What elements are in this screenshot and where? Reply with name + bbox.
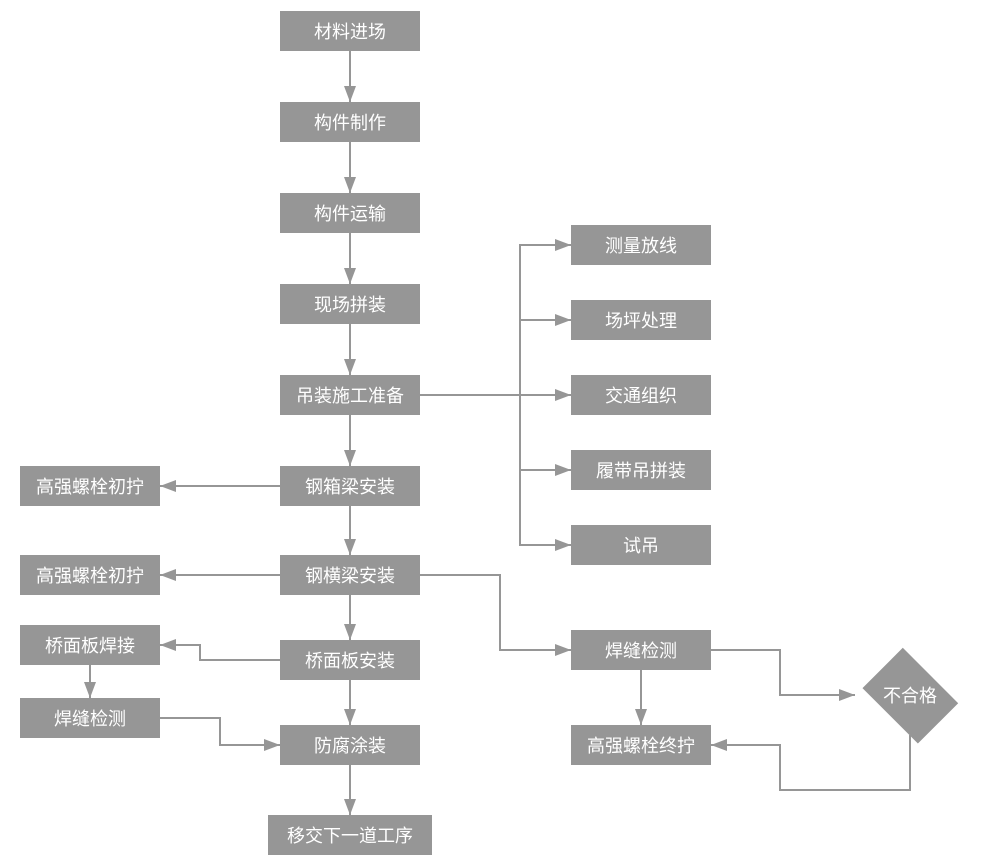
edge-n7-r1 [420,575,571,650]
edge-n5-s2 [420,320,571,395]
flow-node-s5: 试吊 [571,525,711,565]
flow-node-s3: 交通组织 [571,375,711,415]
flow-node-l3: 桥面板焊接 [20,625,160,665]
node-label: 防腐涂装 [314,732,386,758]
flow-node-n6: 钢箱梁安装 [280,466,420,506]
node-label: 现场拼装 [314,291,386,317]
node-label: 场坪处理 [605,307,677,333]
node-label: 桥面板安装 [305,647,395,673]
diamond-label: 不合格 [883,682,937,708]
edge-n5-s4 [420,395,571,470]
flow-node-r2: 高强螺栓终拧 [571,725,711,765]
node-label: 高强螺栓终拧 [587,732,695,758]
flow-node-n3: 构件运输 [280,193,420,233]
flow-node-n9: 防腐涂装 [280,725,420,765]
flow-node-n8: 桥面板安装 [280,640,420,680]
edge-n5-s5 [420,395,571,545]
edge-l4-n9 [160,718,280,745]
flow-node-d1: 不合格 [855,655,965,735]
node-label: 构件制作 [314,109,386,135]
flow-node-r1: 焊缝检测 [571,630,711,670]
flow-node-n10: 移交下一道工序 [268,815,432,855]
flow-node-n5: 吊装施工准备 [280,375,420,415]
flow-node-s1: 测量放线 [571,225,711,265]
node-label: 高强螺栓初拧 [36,562,144,588]
node-label: 材料进场 [314,18,386,44]
edge-n8-l3 [160,645,280,660]
flow-node-s4: 履带吊拼装 [571,450,711,490]
node-label: 构件运输 [314,200,386,226]
node-label: 履带吊拼装 [596,457,686,483]
node-label: 试吊 [623,532,659,558]
node-label: 吊装施工准备 [296,382,404,408]
flow-node-n7: 钢横梁安装 [280,555,420,595]
node-label: 焊缝检测 [605,637,677,663]
flow-node-l2: 高强螺栓初拧 [20,555,160,595]
node-label: 高强螺栓初拧 [36,473,144,499]
flow-node-n1: 材料进场 [280,11,420,51]
node-label: 钢箱梁安装 [305,473,395,499]
flowchart-stage: 材料进场构件制作构件运输现场拼装吊装施工准备钢箱梁安装钢横梁安装桥面板安装防腐涂… [0,0,1000,847]
edge-n5-s1 [420,245,571,395]
node-label: 焊缝检测 [54,705,126,731]
node-label: 交通组织 [605,382,677,408]
edge-d1-r2 [711,735,910,790]
flow-node-l1: 高强螺栓初拧 [20,466,160,506]
node-label: 移交下一道工序 [287,822,413,848]
flow-node-n2: 构件制作 [280,102,420,142]
node-label: 测量放线 [605,232,677,258]
edge-r1-d1 [711,650,855,695]
node-label: 钢横梁安装 [305,562,395,588]
node-label: 桥面板焊接 [45,632,135,658]
flow-node-n4: 现场拼装 [280,284,420,324]
flow-node-l4: 焊缝检测 [20,698,160,738]
flow-node-s2: 场坪处理 [571,300,711,340]
